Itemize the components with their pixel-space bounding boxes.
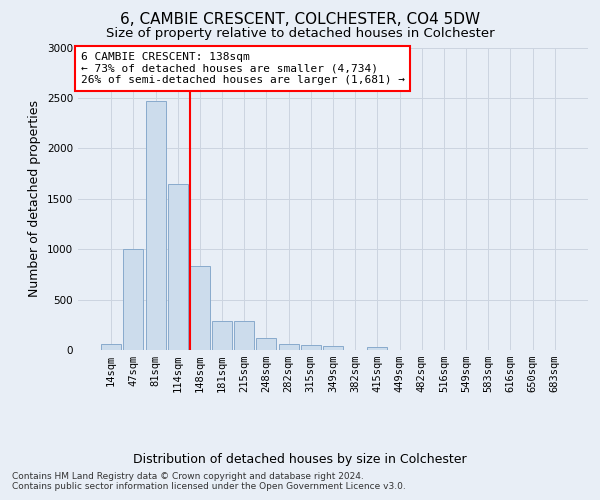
- Text: 6 CAMBIE CRESCENT: 138sqm
← 73% of detached houses are smaller (4,734)
26% of se: 6 CAMBIE CRESCENT: 138sqm ← 73% of detac…: [80, 52, 404, 85]
- Bar: [168, 184, 188, 350]
- Text: Size of property relative to detached houses in Colchester: Size of property relative to detached ho…: [106, 28, 494, 40]
- Bar: [190, 266, 210, 350]
- Bar: [146, 101, 166, 350]
- Bar: [323, 346, 343, 350]
- Bar: [256, 338, 277, 350]
- Bar: [212, 322, 232, 350]
- Bar: [278, 344, 299, 350]
- Bar: [234, 322, 254, 350]
- Bar: [124, 249, 143, 350]
- Text: Contains public sector information licensed under the Open Government Licence v3: Contains public sector information licen…: [12, 482, 406, 491]
- Bar: [367, 347, 388, 350]
- Y-axis label: Number of detached properties: Number of detached properties: [28, 100, 41, 297]
- Text: 6, CAMBIE CRESCENT, COLCHESTER, CO4 5DW: 6, CAMBIE CRESCENT, COLCHESTER, CO4 5DW: [120, 12, 480, 28]
- Text: Distribution of detached houses by size in Colchester: Distribution of detached houses by size …: [133, 452, 467, 466]
- Bar: [301, 346, 321, 350]
- Text: Contains HM Land Registry data © Crown copyright and database right 2024.: Contains HM Land Registry data © Crown c…: [12, 472, 364, 481]
- Bar: [101, 344, 121, 350]
